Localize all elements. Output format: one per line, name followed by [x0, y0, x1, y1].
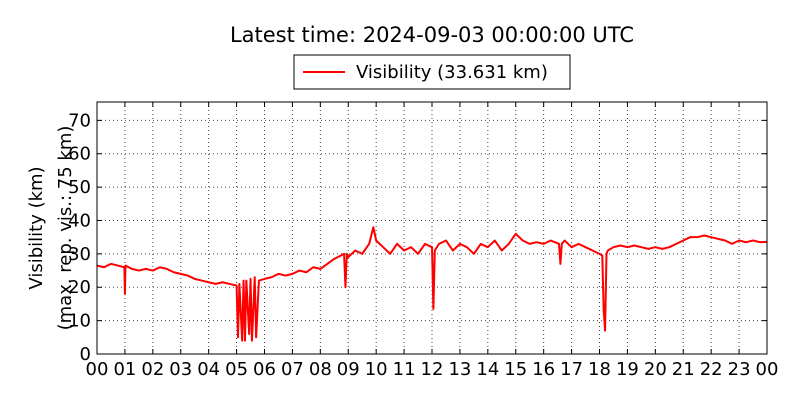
x-tick-label: 12 — [421, 359, 444, 380]
x-tick-label: 14 — [476, 359, 499, 380]
x-tick-label: 11 — [393, 359, 416, 380]
x-tick-label: 06 — [253, 359, 276, 380]
x-tick-label: 18 — [588, 359, 611, 380]
y-tick-label: 0 — [80, 344, 91, 365]
x-tick-label: 17 — [560, 359, 583, 380]
y-tick-label: 40 — [68, 210, 91, 231]
legend-label: Visibility (33.631 km) — [356, 62, 548, 83]
y-axis-label: (max. rep. vis.: 75 km) — [55, 126, 76, 331]
y-tick-label: 70 — [68, 110, 91, 131]
y-tick-label: 10 — [68, 311, 91, 332]
x-tick-label: 02 — [141, 359, 164, 380]
y-tick-label: 60 — [68, 144, 91, 165]
x-tick-label: 23 — [728, 359, 751, 380]
x-tick-label: 13 — [448, 359, 471, 380]
y-axis-label: Visibility (km) — [26, 166, 47, 289]
x-tick-label: 10 — [365, 359, 388, 380]
y-tick-label: 20 — [68, 277, 91, 298]
x-tick-label: 04 — [197, 359, 220, 380]
x-tick-label: 19 — [616, 359, 639, 380]
chart-title: Latest time: 2024-09-03 00:00:00 UTC — [230, 23, 634, 47]
x-tick-label: 07 — [281, 359, 304, 380]
y-tick-label: 50 — [68, 177, 91, 198]
x-tick-label: 15 — [504, 359, 527, 380]
data-line — [96, 226, 768, 342]
y-tick-label: 30 — [68, 244, 91, 265]
x-tick-label: 00 — [756, 359, 779, 380]
x-tick-label: 03 — [169, 359, 192, 380]
plot-frame — [96, 101, 768, 355]
x-tick-label: 05 — [225, 359, 248, 380]
x-tick-label: 09 — [337, 359, 360, 380]
x-tick-label: 21 — [672, 359, 695, 380]
x-tick-label: 01 — [113, 359, 136, 380]
x-tick-label: 22 — [700, 359, 723, 380]
x-tick-label: 00 — [86, 359, 109, 380]
x-tick-label: 16 — [532, 359, 555, 380]
x-tick-label: 08 — [309, 359, 332, 380]
x-tick-label: 20 — [644, 359, 667, 380]
